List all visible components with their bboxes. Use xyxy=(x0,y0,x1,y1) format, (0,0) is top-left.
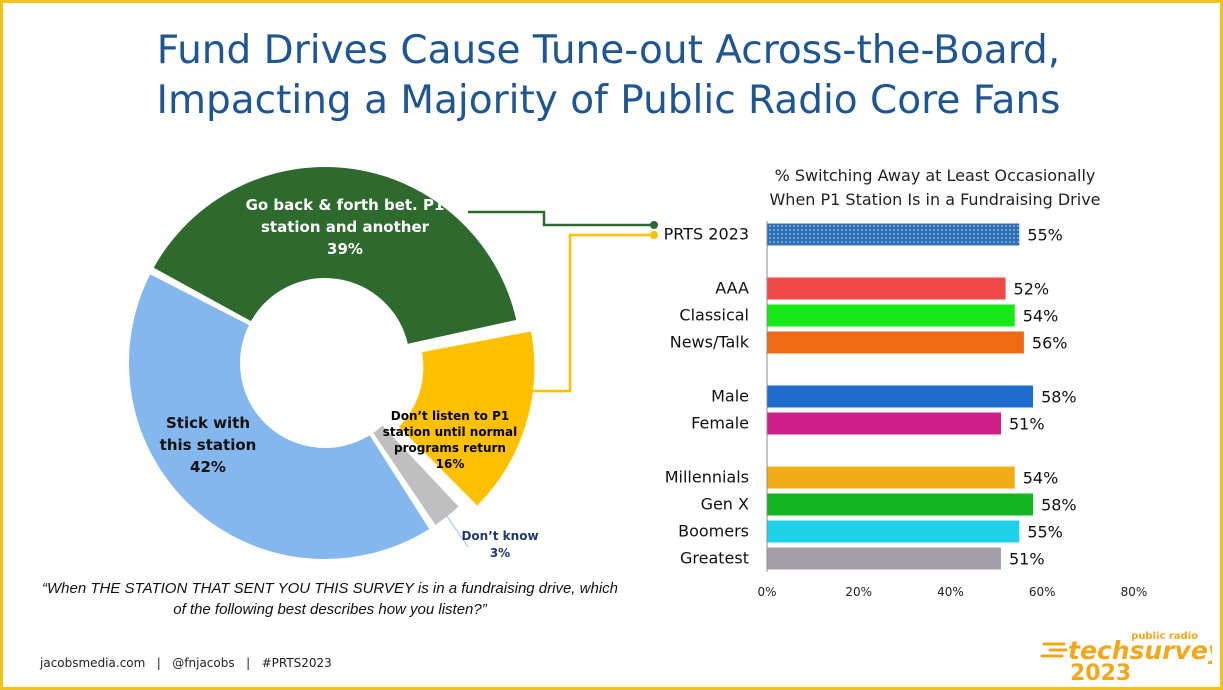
techsurvey-logo: public radio techsurvey 2023 xyxy=(1040,631,1212,682)
bar-chart-title-line-1: % Switching Away at Least Occasionally xyxy=(774,166,1096,185)
bar-value-label: 54% xyxy=(1023,469,1059,488)
donut-slice-value: 42% xyxy=(190,458,226,476)
bar-category-label: Female xyxy=(691,414,749,433)
bar xyxy=(767,331,1024,354)
bar-category-label: Male xyxy=(711,387,749,406)
bar-value-label: 56% xyxy=(1032,334,1068,353)
bar-category-label: Millennials xyxy=(665,468,749,487)
title-line-2: Impacting a Majority of Public Radio Cor… xyxy=(156,78,1061,123)
bar-chart-title-line-2: When P1 Station Is in a Fundraising Driv… xyxy=(769,190,1101,209)
x-tick-label: 0% xyxy=(757,585,776,599)
bar-category-label: Gen X xyxy=(701,495,749,514)
footer: jacobsmedia.com | @fnjacobs | #PRTS2023 xyxy=(40,656,332,670)
connector-dot-green xyxy=(650,221,658,229)
donut-slice xyxy=(127,271,432,561)
connector-dot-gold xyxy=(650,231,658,239)
donut-slice-label: Go back & forth bet. P1 station and anoth… xyxy=(246,196,445,258)
bar xyxy=(767,493,1034,516)
slide-title: Fund Drives Cause Tune-out Across-the-Bo… xyxy=(0,26,1217,126)
x-tick-label: 20% xyxy=(845,585,872,599)
bar xyxy=(767,412,1001,435)
bar-value-label: 58% xyxy=(1041,496,1077,515)
donut-slice-label-line: Stick with xyxy=(166,414,250,432)
bar xyxy=(767,385,1034,408)
x-tick-label: 40% xyxy=(937,585,964,599)
donut-slice-value: 3% xyxy=(490,546,510,560)
donut-slice-label-line: Don’t know xyxy=(461,529,538,543)
footer-separator: | xyxy=(246,656,251,670)
bar xyxy=(767,466,1015,489)
bar xyxy=(767,223,1020,246)
bar-category-label: News/Talk xyxy=(670,333,750,352)
donut-slice xyxy=(370,422,462,528)
bar-value-label: 58% xyxy=(1041,388,1077,407)
bar-category-label: Classical xyxy=(679,306,749,325)
bar-category-label: AAA xyxy=(715,279,749,298)
logo-main-text: techsurvey xyxy=(1068,636,1212,665)
x-tick-label: 60% xyxy=(1029,585,1056,599)
x-tick-label: 80% xyxy=(1121,585,1148,599)
bar-value-label: 52% xyxy=(1014,280,1050,299)
bar-value-label: 54% xyxy=(1023,307,1059,326)
bar xyxy=(767,547,1001,570)
bar-category-label: Boomers xyxy=(678,522,749,541)
survey-question: “When THE STATION THAT SENT YOU THIS SUR… xyxy=(42,580,618,618)
bar xyxy=(767,277,1006,300)
donut-slice xyxy=(396,329,537,509)
title-line-1: Fund Drives Cause Tune-out Across-the-Bo… xyxy=(156,28,1061,73)
bar xyxy=(767,304,1015,327)
bar-value-label: 55% xyxy=(1027,523,1063,542)
speed-lines-icon xyxy=(1040,642,1068,658)
footer-hashtag: #PRTS2023 xyxy=(261,656,332,670)
donut-slice-label-line: Go back & forth bet. P1 xyxy=(246,196,445,214)
footer-separator: | xyxy=(156,656,161,670)
connector-line-green xyxy=(468,210,654,227)
donut-slice-label-line: this station xyxy=(160,436,257,454)
connector-line-gold xyxy=(528,233,654,393)
donut-slice-value: 16% xyxy=(436,457,465,471)
donut-leader-line xyxy=(444,513,469,548)
logo-year-text: 2023 xyxy=(1070,661,1131,682)
bar-chart-title: % Switching Away at Least Occasionally W… xyxy=(740,164,1130,212)
donut-slice xyxy=(151,165,519,347)
footer-handle: @fnjacobs xyxy=(172,656,235,670)
donut-slice-label: Stick with this station 42% xyxy=(160,414,257,476)
donut-slice-label-line: programs return xyxy=(394,441,506,455)
bar-value-label: 51% xyxy=(1009,550,1045,569)
logo-top-text: public radio xyxy=(1131,631,1198,642)
donut-slice-value: 39% xyxy=(327,240,363,258)
donut-slice-label: Don’t listen to P1 station until normal pr… xyxy=(383,409,517,471)
donut-slice-label-line: Don’t listen to P1 xyxy=(391,409,510,423)
bar-category-label: PRTS 2023 xyxy=(664,225,749,244)
donut-slice-label-line: station until normal xyxy=(383,425,517,439)
donut-slice-label-line: station and another xyxy=(261,218,430,236)
bar-value-label: 55% xyxy=(1027,226,1063,245)
footer-site: jacobsmedia.com xyxy=(40,656,146,670)
bar-value-label: 51% xyxy=(1009,415,1045,434)
bar xyxy=(767,520,1020,543)
donut-slice-label: Don’t know 3% xyxy=(461,529,538,560)
bar-category-label: Greatest xyxy=(680,549,749,568)
